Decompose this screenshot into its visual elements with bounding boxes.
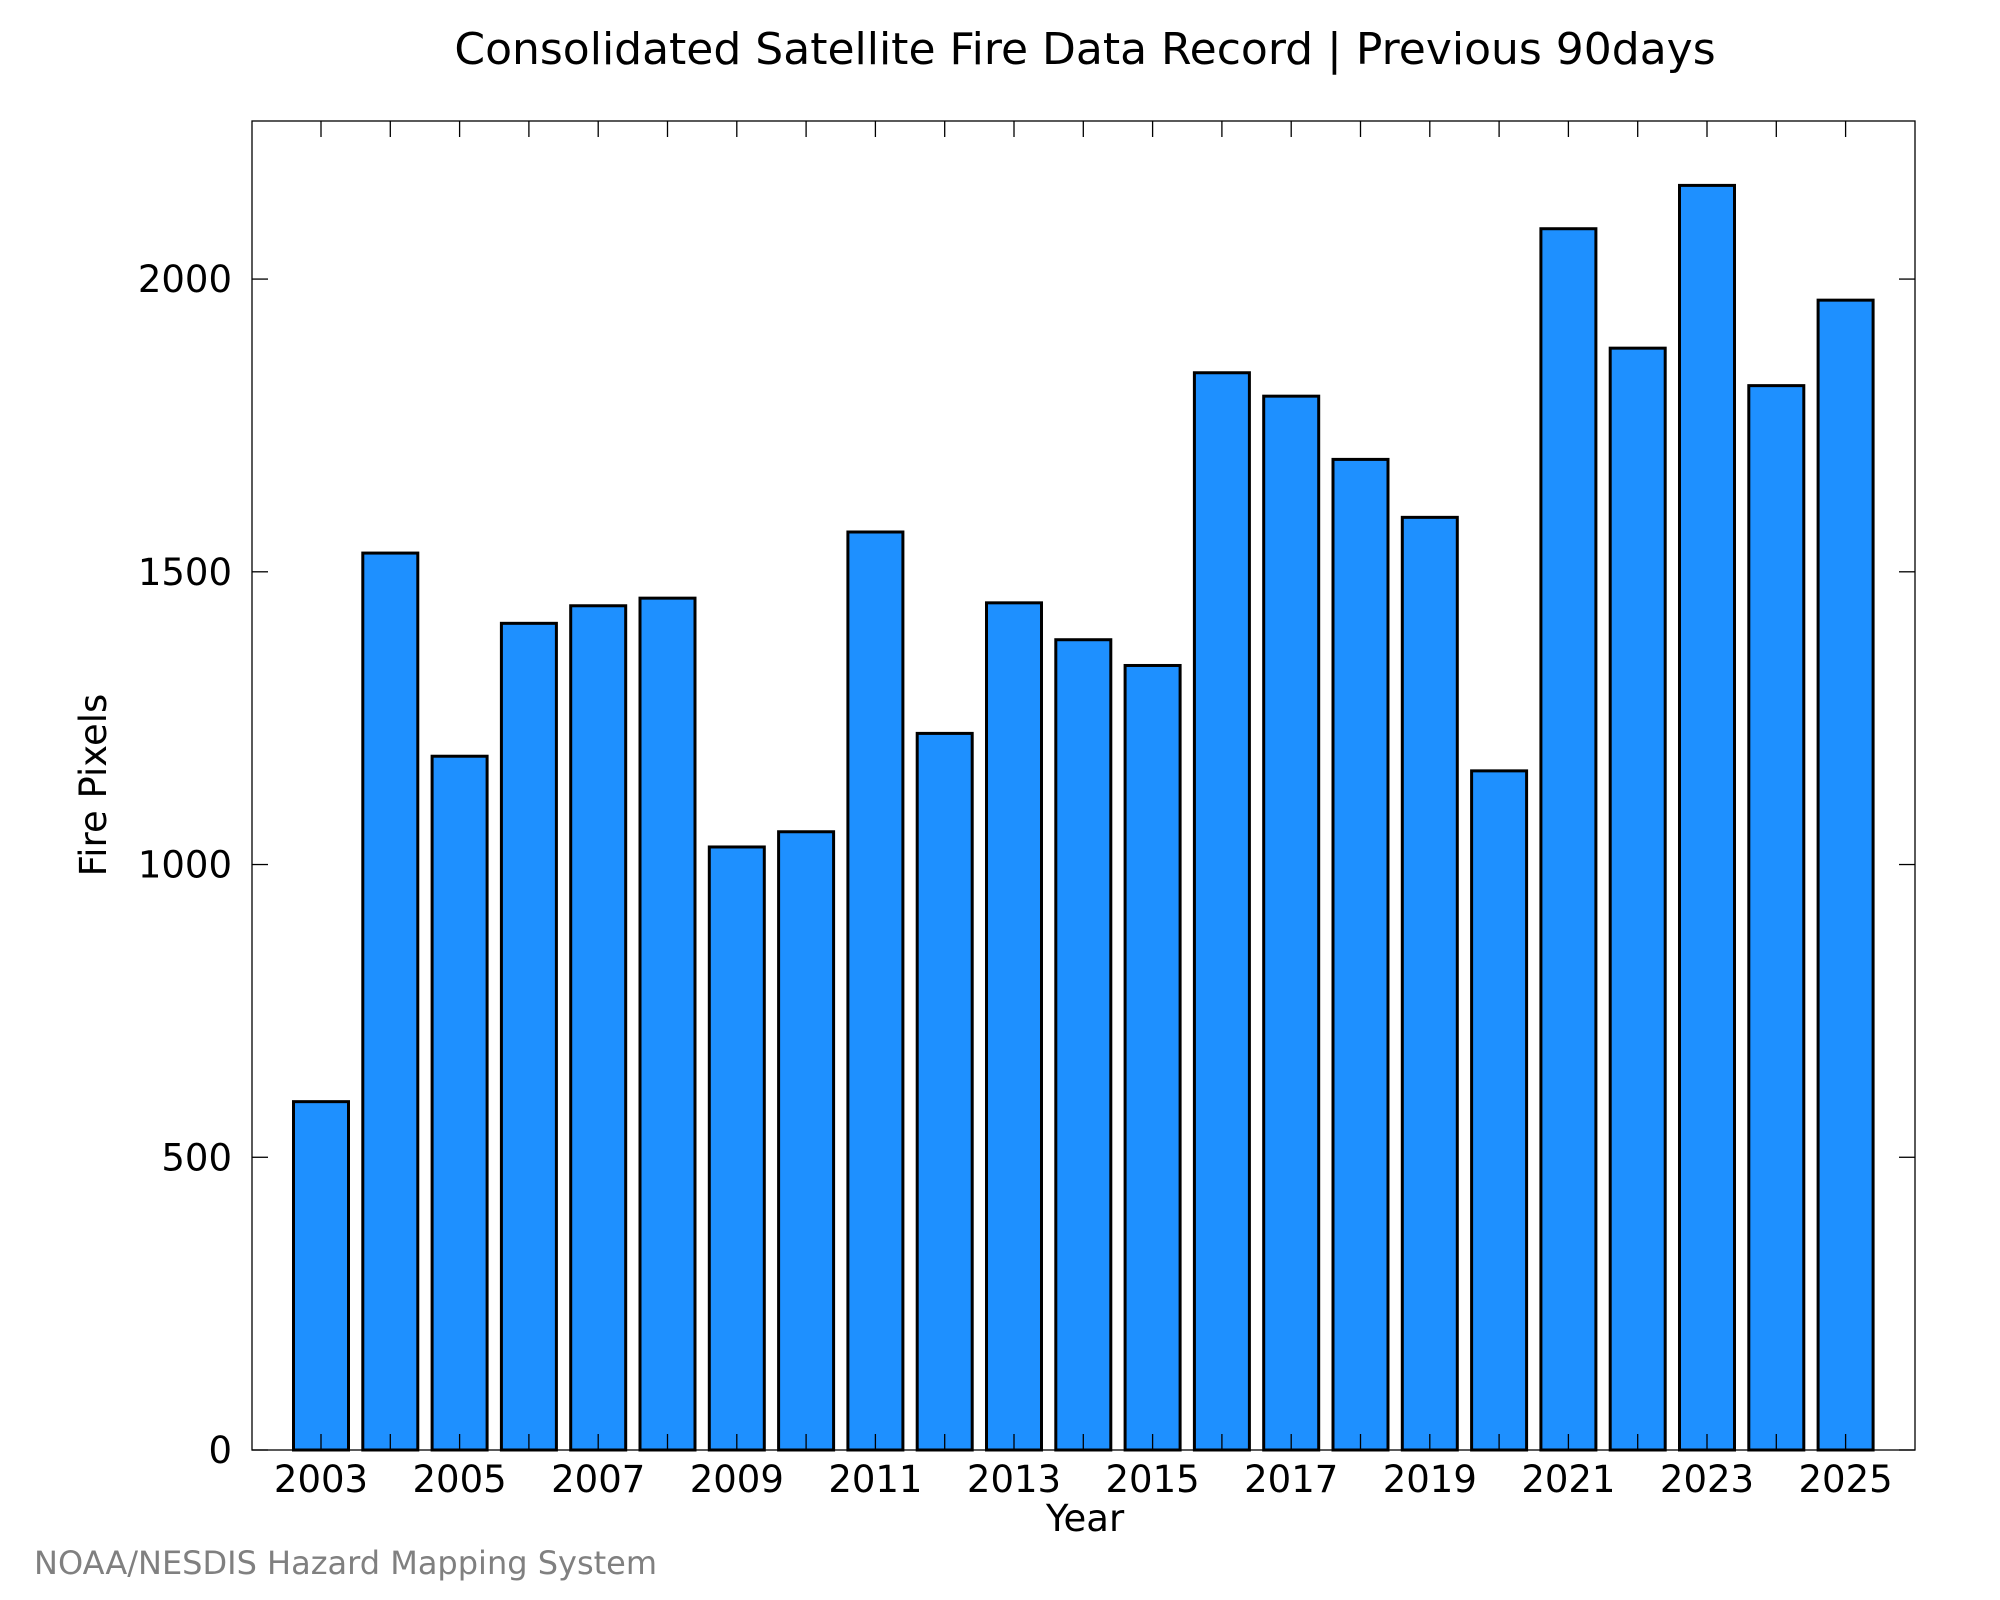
bar-2017 [1262,394,1321,1452]
bar-2010 [777,830,836,1452]
chart-title: Consolidated Satellite Fire Data Record … [454,24,1715,75]
y-tick-label-0: 0 [208,1429,232,1472]
bar-2023 [1678,183,1736,1452]
x-tick-label-2013: 2013 [967,1458,1061,1501]
bar-2025 [1816,298,1875,1452]
bar-2003 [292,1100,350,1452]
y-tick-label-2000: 2000 [138,258,232,301]
x-tick-label-2021: 2021 [1521,1458,1615,1501]
x-axis-label: Year [1045,1497,1125,1540]
bar-2014 [1054,638,1113,1452]
x-axis: 2003 2005 2007 2009 2011 2013 2015 2017 2019 2021… [274,121,1893,1501]
x-tick-label-2011: 2011 [828,1458,922,1501]
x-tick-label-2017: 2017 [1244,1458,1338,1501]
bar-2015 [1123,663,1182,1452]
x-tick-label-2007: 2007 [551,1458,645,1501]
y-tick-label-1000: 1000 [138,844,232,887]
bar-2012 [915,731,974,1452]
bar-2018 [1331,457,1390,1452]
bar-2019 [1400,515,1459,1452]
x-tick-label-2009: 2009 [690,1458,784,1501]
x-tick-label-2005: 2005 [413,1458,507,1501]
bar-2013 [985,601,1043,1452]
bar-2009 [707,845,766,1452]
bar-2007 [569,604,628,1452]
bar-2004 [361,551,420,1452]
y-tick-label-1500: 1500 [138,551,232,594]
bar-2020 [1470,769,1529,1452]
bar-2024 [1747,384,1806,1452]
x-tick-label-2023: 2023 [1660,1458,1754,1501]
bar-2008 [638,596,697,1452]
y-axis-label: Fire Pixels [72,694,115,877]
y-axis: 0 500 1000 1500 2000 [138,258,1915,1472]
bar-2011 [846,530,905,1452]
bar-2006 [499,621,558,1452]
credit-text: NOAA/NESDIS Hazard Mapping System [34,1544,657,1582]
x-tick-label-2003: 2003 [274,1458,368,1501]
bar-2005 [430,754,489,1452]
x-tick-label-2025: 2025 [1799,1458,1893,1501]
x-tick-label-2019: 2019 [1383,1458,1477,1501]
bars-group [292,183,1875,1452]
bar-2021 [1539,227,1598,1452]
x-tick-label-2015: 2015 [1106,1458,1200,1501]
y-tick-label-500: 500 [161,1136,232,1179]
bar-2022 [1608,346,1667,1452]
bar-2016 [1192,371,1251,1452]
